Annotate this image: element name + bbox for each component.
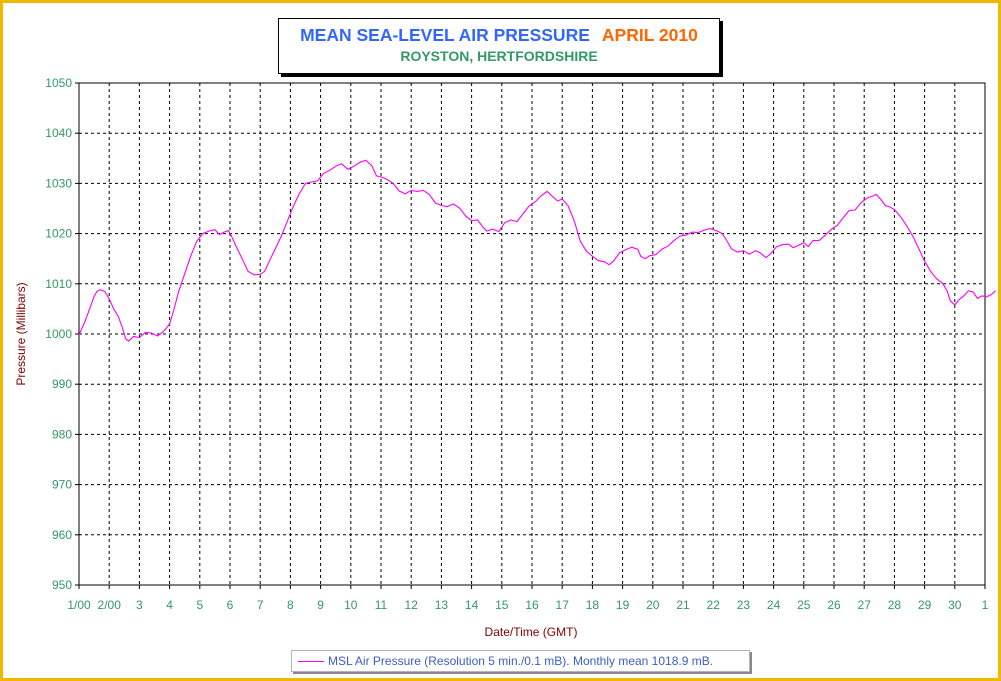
- x-tick-label: 26: [827, 598, 841, 612]
- x-tick-labels: 1/00 2/00 3 4 5 6 7 8 9 10 11 12 13 14 15 16 17 18 19 20 21 2…: [67, 598, 988, 612]
- x-tick-label: 11: [375, 598, 388, 612]
- y-tick-label: 1050: [45, 76, 72, 90]
- x-tick-label: 27: [858, 598, 872, 612]
- x-tick-label: 23: [737, 598, 751, 612]
- x-tick-label: 22: [707, 598, 721, 612]
- x-tick-label: 24: [767, 598, 781, 612]
- legend: MSL Air Pressure (Resolution 5 min./0.1 …: [291, 650, 750, 672]
- x-tick-label: 30: [948, 598, 962, 612]
- chart-subtitle: ROYSTON, HERTFORDSHIRE: [400, 48, 598, 64]
- y-tick-label: 970: [52, 478, 72, 492]
- y-tick-label: 1040: [45, 126, 72, 140]
- x-tick-label: 8: [287, 598, 294, 612]
- y-tick-label: 1030: [45, 176, 72, 190]
- legend-swatch: [298, 661, 324, 663]
- x-tick-label: 13: [435, 598, 449, 612]
- y-tick-labels: 950 960 970 980 990 1000 1010 1020 1030 1040 1050: [45, 76, 72, 592]
- x-tick-label: 9: [317, 598, 324, 612]
- x-tick-label: 29: [918, 598, 932, 612]
- x-tick-label: 4: [166, 598, 173, 612]
- chart-title-box: MEAN SEA-LEVEL AIR PRESSURE APRIL 2010 RO…: [278, 18, 720, 74]
- y-tick-label: 990: [52, 377, 72, 391]
- x-tick-label: 14: [465, 598, 479, 612]
- x-tick-label: 10: [344, 598, 358, 612]
- x-tick-label: 1: [982, 598, 989, 612]
- y-tick-label: 980: [52, 427, 72, 441]
- y-tick-label: 1020: [45, 227, 72, 241]
- x-tick-label: 25: [797, 598, 811, 612]
- x-tick-label: 6: [227, 598, 234, 612]
- grid-layer: [75, 82, 986, 589]
- y-tick-label: 960: [52, 528, 72, 542]
- x-tick-label: 15: [495, 598, 509, 612]
- legend-entry-label: MSL Air Pressure (Resolution 5 min./0.1 …: [328, 654, 714, 668]
- chart-title: MEAN SEA-LEVEL AIR PRESSURE: [300, 25, 590, 45]
- x-tick-label: 17: [556, 598, 570, 612]
- y-tick-label: 1010: [45, 277, 72, 291]
- chart-title-month: APRIL 2010: [601, 25, 698, 45]
- x-tick-label: 28: [888, 598, 902, 612]
- x-tick-label: 21: [676, 598, 690, 612]
- series-line-msl-pressure: [78, 159, 996, 342]
- x-tick-label: 1/00: [67, 598, 91, 612]
- x-axis-label: Date/Time (GMT): [485, 625, 578, 639]
- x-tick-label: 20: [646, 598, 660, 612]
- x-tick-label: 3: [136, 598, 143, 612]
- y-tick-label: 1000: [45, 327, 72, 341]
- x-tick-label: 12: [405, 598, 419, 612]
- x-tick-label: 18: [586, 598, 600, 612]
- y-tick-label: 950: [52, 578, 72, 592]
- y-axis-label: Pressure (Millibars): [14, 282, 28, 385]
- x-tick-label: 16: [525, 598, 539, 612]
- x-tick-label: 2/00: [98, 598, 122, 612]
- x-tick-label: 5: [196, 598, 203, 612]
- x-tick-label: 19: [616, 598, 630, 612]
- x-tick-label: 7: [257, 598, 264, 612]
